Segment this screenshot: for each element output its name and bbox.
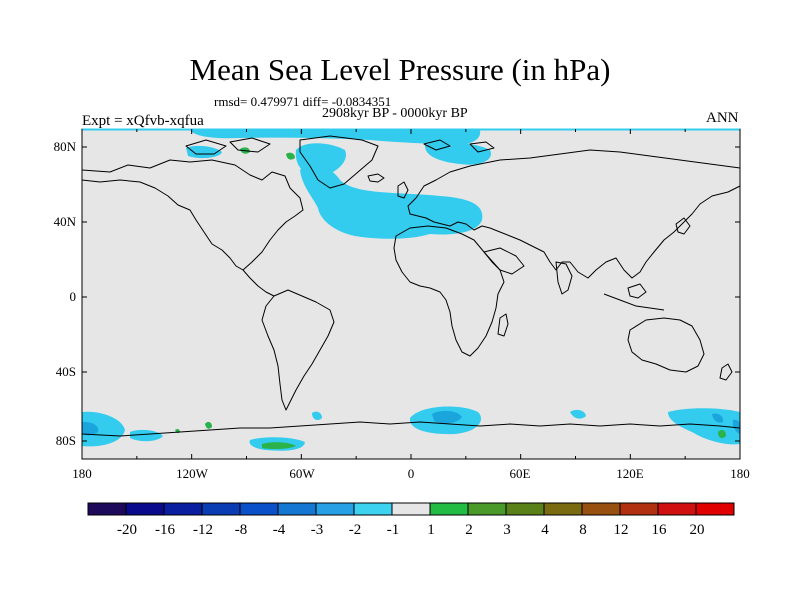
colorbar-label: -20 [117, 522, 137, 538]
lon-label-120e: 120E [616, 466, 644, 481]
colorbar-swatch [391, 502, 431, 516]
colorbar-swatch [543, 502, 583, 516]
experiment-label: Expt = xQfvb-xqfua [82, 113, 204, 129]
colorbar-swatch [163, 502, 203, 516]
lat-label-40n: 40N [53, 214, 76, 229]
colorbar-swatch [239, 502, 279, 516]
coast-south-america [261, 289, 335, 411]
coast-greenland [299, 135, 379, 189]
antarctic-west-core [82, 421, 99, 436]
arctic-positive-b [286, 152, 295, 160]
lat-label-0: 0 [69, 289, 77, 304]
coast-indonesia [603, 293, 665, 311]
lat-label-80s: 80S [55, 433, 76, 448]
ross-sea-positive [262, 442, 296, 450]
south-atlantic-small-anomaly [312, 411, 322, 421]
atlantic-small-anomaly [570, 409, 586, 419]
coast-arctic-islands [185, 137, 495, 155]
coast-iceland [367, 173, 385, 183]
coast-uk [397, 181, 409, 199]
coast-japan [675, 217, 691, 235]
antarctic-positive-a [205, 421, 212, 429]
colorbar [87, 502, 735, 516]
map-title: Mean Sea Level Pressure (in hPa) [189, 52, 611, 87]
antarctic-east-core [712, 413, 724, 423]
antarctic-positive-b [718, 429, 726, 439]
lat-label-40s: 40S [55, 364, 76, 379]
antarctic-east-edge-core [732, 419, 740, 434]
colorbar-label: 3 [503, 522, 511, 538]
lon-label-180w: 180 [72, 466, 92, 481]
pacific-antarctic-anomaly [130, 429, 163, 442]
coastlines [81, 135, 741, 437]
lon-label-180e: 180 [730, 466, 750, 481]
time-period-label: 2908kyr BP - 0000kyr BP [322, 106, 468, 121]
coast-central-america [242, 269, 275, 297]
rmsd-diff-stats: rmsd= 0.479971 diff= -0.0834351 [214, 94, 392, 109]
colorbar-swatch [657, 502, 697, 516]
colorbar-label: -4 [272, 522, 286, 538]
colorbar-swatch [315, 502, 355, 516]
coast-antarctica [81, 421, 741, 437]
colorbar-label: -12 [193, 522, 213, 538]
colorbar-label: 8 [579, 522, 587, 538]
colorbar-swatch [695, 502, 735, 516]
colorbar-swatch [467, 502, 507, 516]
arctic-west-anomaly [186, 145, 222, 159]
greenland-anomaly [295, 143, 346, 178]
colorbar-label: -8 [234, 522, 248, 538]
colorbar-swatch [353, 502, 393, 516]
colorbar-swatch [619, 502, 659, 516]
coast-australia [627, 317, 705, 373]
colorbar-label: -1 [386, 522, 400, 538]
anomaly-shading [82, 130, 740, 451]
colorbar-label: 1 [427, 522, 435, 538]
colorbar-label: -2 [348, 522, 362, 538]
coast-new-zealand [719, 363, 733, 381]
colorbar-swatch [581, 502, 621, 516]
coast-india [555, 261, 573, 295]
colorbar-label: 2 [465, 522, 473, 538]
colorbar-swatch [201, 502, 241, 516]
colorbar-label: -3 [310, 522, 324, 538]
lon-label-120w: 120W [176, 466, 208, 481]
north-atlantic-anomaly [300, 164, 483, 239]
colorbar-label: 12 [613, 522, 629, 538]
coast-borneo [627, 283, 647, 299]
colorbar-swatch [125, 502, 165, 516]
colorbar-label: 16 [651, 522, 667, 538]
axis-ticks [81, 129, 741, 459]
lat-label-80n: 80N [53, 139, 76, 154]
lon-label-60w: 60W [289, 466, 315, 481]
lon-label-0: 0 [407, 466, 415, 481]
colorbar-label: -16 [155, 522, 175, 538]
coast-eurasia [407, 149, 741, 279]
antarctic-west-anomaly [82, 411, 125, 447]
map-background [82, 129, 740, 459]
arctic-strip-anomaly [190, 130, 481, 146]
colorbar-label: 4 [541, 522, 549, 538]
coast-north-america [81, 159, 304, 271]
colorbar-label: 20 [689, 522, 705, 538]
colorbar-swatch [87, 502, 127, 516]
coast-africa [393, 225, 505, 357]
antarctic-atlantic-core [432, 410, 462, 424]
coast-arabia [483, 247, 525, 275]
colorbar-swatch [277, 502, 317, 516]
coast-madagascar [497, 313, 509, 337]
colorbar-swatch [505, 502, 545, 516]
season-label: ANN [706, 110, 739, 126]
colorbar-swatch [429, 502, 469, 516]
lon-label-60e: 60E [509, 466, 531, 481]
